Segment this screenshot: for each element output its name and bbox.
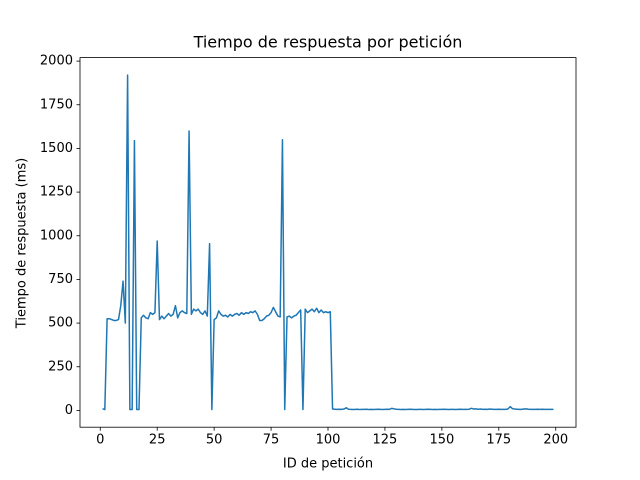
- x-tick-label: 25: [149, 433, 166, 448]
- y-tick-label: 250: [48, 359, 73, 374]
- x-tick-label: 125: [373, 433, 398, 448]
- x-tick-label: 200: [543, 433, 568, 448]
- x-axis-label: ID de petición: [283, 457, 373, 472]
- data-line: [102, 74, 554, 411]
- y-axis-label: Tiempo de respuesta (ms): [15, 158, 30, 329]
- y-tick-label: 2000: [40, 54, 73, 69]
- x-tick-label: 75: [263, 433, 280, 448]
- y-tick-label: 750: [48, 272, 73, 287]
- x-tick-label: 0: [96, 433, 104, 448]
- y-tick-label: 1000: [40, 228, 73, 243]
- y-tick-label: 1750: [40, 97, 73, 112]
- plot-frame: [79, 57, 577, 428]
- y-tick-label: 0: [65, 403, 73, 418]
- x-tick-label: 150: [429, 433, 454, 448]
- x-tick-label: 50: [206, 433, 223, 448]
- x-tick-label: 175: [486, 433, 511, 448]
- x-tick-label: 100: [316, 433, 341, 448]
- y-tick-label: 500: [48, 316, 73, 331]
- y-tick-label: 1500: [40, 141, 73, 156]
- chart-title: Tiempo de respuesta por petición: [193, 33, 463, 52]
- y-tick-label: 1250: [40, 185, 73, 200]
